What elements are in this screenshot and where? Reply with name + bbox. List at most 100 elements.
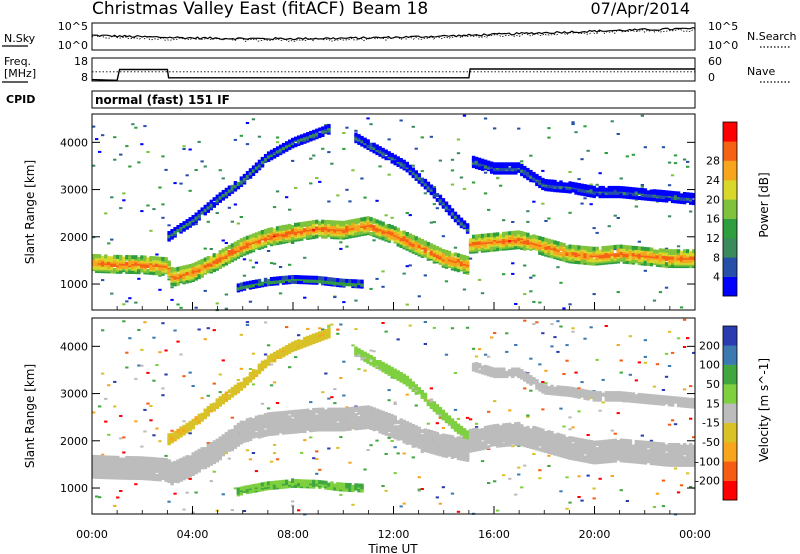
power-speckle bbox=[245, 143, 250, 146]
power-cell-main bbox=[140, 255, 144, 260]
power-cell-main bbox=[574, 245, 578, 250]
velocity-cell-lower bbox=[254, 483, 259, 488]
power-speckle bbox=[318, 180, 322, 183]
velocity-speckle bbox=[143, 321, 147, 324]
power-cell-main bbox=[278, 240, 283, 245]
power-cell-main bbox=[652, 249, 657, 254]
velocity-cell-ground bbox=[194, 468, 198, 473]
power-cell-upper bbox=[185, 225, 189, 230]
power-cell-main bbox=[351, 222, 355, 227]
power-colorbar-tick: 4 bbox=[713, 271, 720, 284]
power-cell-upper-east bbox=[360, 135, 364, 140]
power-speckle bbox=[179, 306, 183, 309]
power-cell-main bbox=[242, 236, 247, 241]
power-cell-upper-east bbox=[432, 192, 437, 197]
velocity-cell-lower bbox=[342, 482, 346, 487]
power-cell-main bbox=[565, 257, 569, 261]
velocity-speckle bbox=[239, 333, 243, 336]
velocity-cell-ground bbox=[375, 408, 379, 413]
power-cell-upper bbox=[266, 151, 271, 156]
velocity-cell-ground bbox=[236, 429, 241, 434]
velocity-cell-ground bbox=[158, 464, 162, 469]
power-cell-main bbox=[502, 240, 506, 244]
power-cell-upper bbox=[318, 127, 322, 132]
power-cell-main bbox=[245, 235, 250, 240]
power-speckle bbox=[137, 161, 141, 164]
velocity-cell-lower bbox=[242, 485, 247, 490]
power-speckle bbox=[487, 208, 491, 211]
velocity-cell-ground bbox=[303, 408, 307, 413]
power-cell-main bbox=[679, 250, 684, 255]
velocity-speckle bbox=[402, 502, 406, 505]
noise-left-tick-bottom: 10^0 bbox=[58, 39, 88, 52]
velocity-speckle bbox=[158, 351, 162, 354]
velocity-cell-ground bbox=[372, 407, 376, 412]
power-cell-main bbox=[164, 257, 168, 262]
velocity-speckle bbox=[402, 452, 406, 455]
velocity-cell-upper bbox=[236, 382, 241, 387]
power-cell-main bbox=[616, 257, 620, 262]
cpid-text: normal (fast) 151 IF bbox=[95, 93, 230, 107]
velocity-cell-ground bbox=[218, 436, 222, 441]
power-cell-main bbox=[459, 254, 464, 259]
velocity-speckle bbox=[363, 369, 367, 372]
power-cell-main bbox=[387, 223, 391, 228]
power-speckle bbox=[529, 290, 533, 293]
power-speckle bbox=[140, 210, 144, 213]
velocity-cell-lower bbox=[269, 481, 274, 485]
velocity-speckle bbox=[318, 468, 322, 471]
power-cell-main bbox=[511, 230, 515, 235]
velocity-cell-upper bbox=[312, 333, 316, 338]
velocity-cell-ground bbox=[245, 418, 250, 423]
velocity-cell-upper bbox=[239, 381, 244, 386]
power-cell-main bbox=[218, 250, 222, 255]
velocity-cell-upper bbox=[206, 412, 210, 417]
power-speckle bbox=[643, 269, 647, 272]
power-cell-late-upper bbox=[625, 194, 630, 199]
power-cell-main bbox=[483, 233, 488, 238]
power-cell-upper bbox=[218, 192, 222, 197]
power-cell-main bbox=[137, 268, 141, 273]
velocity-cell-upper bbox=[291, 344, 295, 349]
power-speckle bbox=[686, 165, 690, 168]
noise-panel-frame bbox=[91, 22, 696, 51]
power-speckle bbox=[568, 171, 572, 173]
velocity-cell-ground bbox=[167, 474, 171, 479]
power-cell-late-upper bbox=[592, 185, 596, 190]
power-cell-main bbox=[689, 255, 693, 260]
velocity-cell-ground bbox=[206, 443, 210, 448]
velocity-speckle bbox=[275, 402, 280, 404]
velocity-cell-upper-east bbox=[378, 363, 382, 368]
velocity-cell-ground bbox=[173, 464, 177, 469]
power-speckle bbox=[309, 182, 313, 185]
power-cell-upper bbox=[194, 212, 198, 217]
power-cell-upper bbox=[251, 168, 256, 173]
power-speckle bbox=[493, 127, 497, 130]
velocity-speckle bbox=[176, 340, 180, 343]
power-cell-main bbox=[158, 256, 162, 261]
velocity-cell-upper bbox=[281, 346, 286, 351]
power-cell-lower bbox=[288, 275, 292, 280]
velocity-speckle bbox=[149, 419, 153, 422]
power-cell-main bbox=[131, 270, 135, 274]
power-colorbar-segment bbox=[723, 180, 737, 200]
power-cell-main bbox=[176, 273, 180, 278]
power-cell-main bbox=[640, 246, 645, 251]
velocity-speckle bbox=[351, 344, 355, 347]
power-cell-main bbox=[423, 240, 428, 245]
power-cell-main bbox=[360, 217, 364, 222]
power-speckle bbox=[170, 286, 174, 289]
power-speckle bbox=[336, 194, 340, 197]
velocity-cell-upper bbox=[194, 416, 198, 421]
velocity-cell-upper bbox=[200, 412, 204, 417]
power-cell-main bbox=[544, 237, 548, 242]
power-cell-late-upper bbox=[604, 187, 608, 192]
power-cell-late-upper bbox=[649, 190, 654, 195]
power-colorbar-segment bbox=[723, 160, 737, 181]
velocity-cell-ground bbox=[315, 407, 319, 412]
velocity-cell-ground bbox=[194, 450, 198, 455]
power-cell-main bbox=[188, 264, 192, 268]
power-speckle bbox=[511, 221, 515, 223]
power-cell-upper bbox=[297, 135, 301, 140]
